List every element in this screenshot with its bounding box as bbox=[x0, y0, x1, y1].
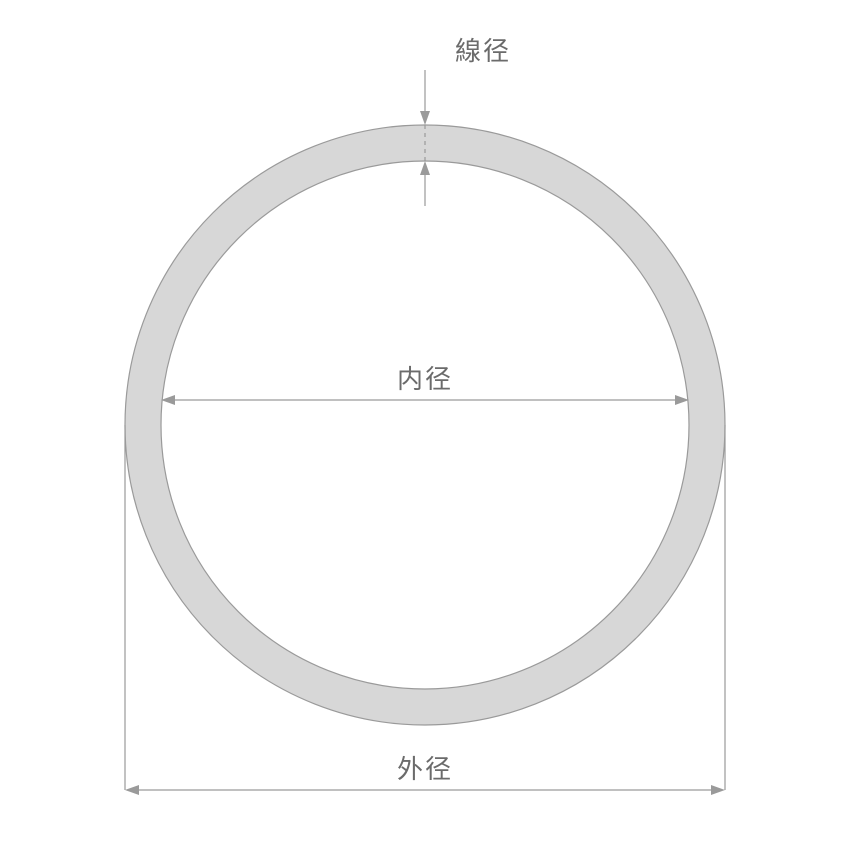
inner-diameter-label: 内径 bbox=[397, 364, 453, 394]
ring-dimension-diagram: 線径内径外径 bbox=[0, 0, 850, 850]
outer-diameter-label: 外径 bbox=[397, 754, 453, 784]
wire-diameter-label: 線径 bbox=[455, 36, 511, 66]
ring-shape bbox=[125, 125, 725, 725]
